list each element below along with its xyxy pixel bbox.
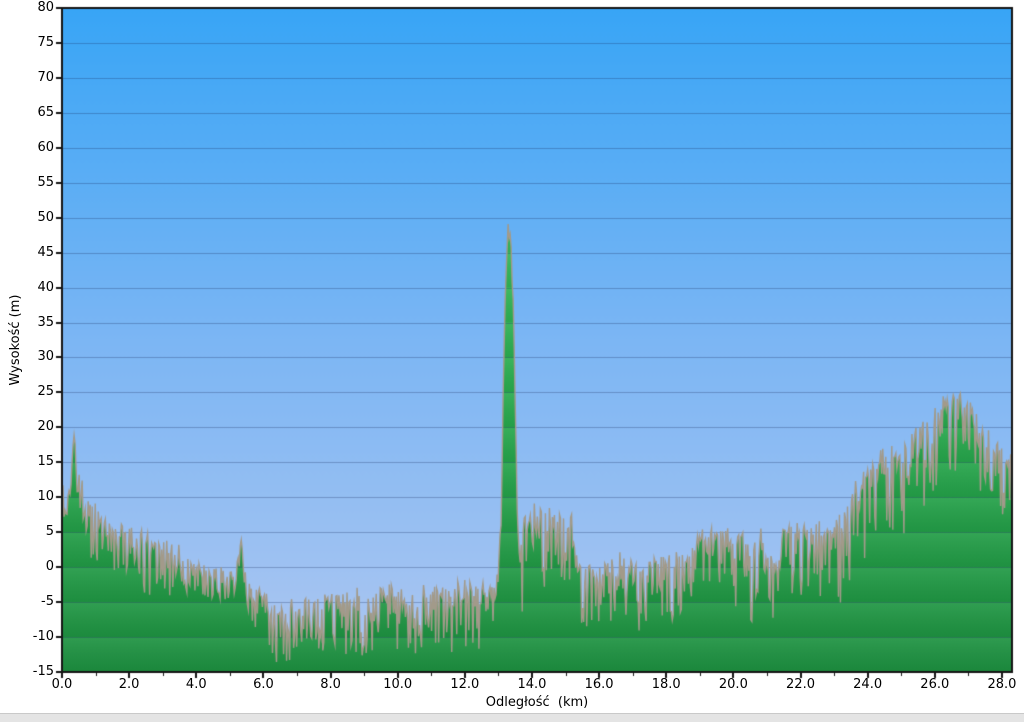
x-tick-label: 14.0	[517, 677, 547, 692]
x-axis-title: Odległość (km)	[485, 695, 589, 710]
y-tick-label: 80	[37, 0, 54, 15]
y-tick-label: 30	[37, 349, 54, 365]
y-tick-label: 70	[37, 69, 54, 85]
y-tick-label: 0	[45, 559, 54, 575]
y-axis-title: Wysokość (m)	[8, 294, 23, 386]
x-tick-label: 8.0	[320, 677, 341, 692]
x-tick-label: 20.0	[718, 677, 748, 692]
y-tick-label: 75	[37, 34, 54, 50]
window-bottom-edge	[0, 713, 1024, 722]
x-tick-label: 2.0	[118, 677, 140, 692]
y-tick-label: -15	[32, 664, 54, 679]
y-tick-label: 35	[37, 314, 54, 330]
x-tick-label: 0.0	[51, 677, 73, 692]
y-tick-label: 10	[37, 489, 54, 505]
x-tick-label: 4.0	[185, 677, 207, 692]
y-tick-label: 55	[37, 174, 54, 190]
x-tick-label: 22.0	[786, 677, 815, 692]
y-tick-label: 40	[37, 279, 54, 295]
y-tick-label: 45	[37, 244, 54, 260]
y-tick-label: -10	[32, 629, 54, 645]
x-tick-label: 10.0	[383, 677, 413, 692]
x-tick-label: 28.0	[987, 677, 1017, 692]
y-tick-label: -5	[41, 594, 54, 610]
x-tick-label: 24.0	[853, 677, 883, 692]
y-tick-label: 65	[37, 104, 54, 120]
x-tick-label: 6.0	[253, 677, 274, 692]
y-tick-label: 15	[37, 454, 54, 470]
x-tick-label: 16.0	[584, 677, 614, 692]
y-tick-label: 20	[37, 419, 54, 435]
y-tick-label: 60	[37, 139, 54, 155]
y-tick-label: 50	[37, 209, 54, 225]
y-tick-label: 5	[45, 524, 54, 540]
y-tick-label: 25	[37, 384, 54, 400]
x-tick-label: 26.0	[920, 677, 950, 692]
x-tick-label: 18.0	[651, 677, 681, 692]
x-tick-label: 12.0	[450, 677, 480, 692]
